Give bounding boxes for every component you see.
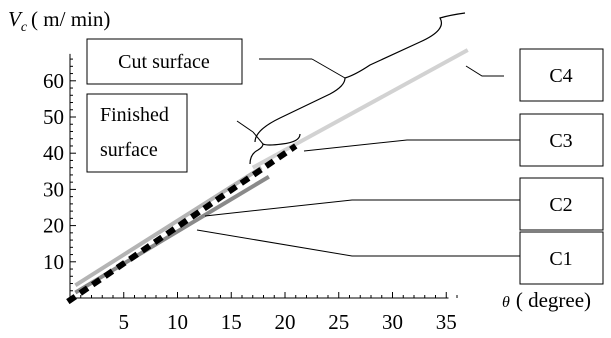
series-line-c3 bbox=[66, 143, 298, 305]
legend-box-label: C2 bbox=[549, 194, 572, 216]
legend-box-label: C3 bbox=[549, 130, 572, 152]
x-tick-label: 35 bbox=[436, 310, 457, 334]
finished-surface-leader bbox=[236, 120, 254, 133]
y-axis-symbol: V bbox=[8, 7, 23, 31]
legend-box-c2 bbox=[519, 177, 604, 231]
cut-surface-box bbox=[86, 38, 243, 85]
x-axis-unit: ( degree) bbox=[516, 288, 591, 312]
y-tick-label: 30 bbox=[43, 177, 64, 201]
x-tick-label: 5 bbox=[119, 310, 130, 334]
legend-boxes: C4 C3 C2 C1 bbox=[196, 48, 604, 285]
legend-box-c3 bbox=[519, 113, 604, 167]
cut-surface-brace bbox=[254, 12, 466, 143]
cut-surface-label: Cut surface bbox=[118, 51, 210, 73]
x-tick-label: 30 bbox=[382, 310, 403, 334]
y-axis-unit: ( m/ min) bbox=[31, 7, 110, 31]
annotations-group: Cut surface Finished surface bbox=[86, 12, 466, 173]
legend-leader-c3 bbox=[303, 139, 520, 152]
legend-leader-c4 bbox=[465, 65, 504, 77]
legend-box-label: C1 bbox=[549, 248, 572, 270]
x-axis-title: θ ( degree) bbox=[502, 288, 591, 312]
finished-surface-leader bbox=[252, 131, 264, 145]
y-tick-label: 40 bbox=[43, 141, 64, 165]
cut-surface-leader bbox=[311, 58, 346, 79]
x-tick-label: 10 bbox=[167, 310, 188, 334]
legend-leader-c1 bbox=[196, 229, 520, 257]
finished-surface-label-line1: Finished bbox=[100, 104, 169, 126]
x-tick-label: 20 bbox=[275, 310, 296, 334]
y-tick-label: 50 bbox=[43, 105, 64, 129]
finished-surface-brace bbox=[249, 133, 301, 165]
y-axis-subscript: c bbox=[21, 20, 28, 35]
y-tick-label: 10 bbox=[43, 250, 64, 274]
legend-box-c4 bbox=[519, 48, 604, 102]
series-group bbox=[66, 48, 469, 305]
y-tick-label: 60 bbox=[43, 69, 64, 93]
legend-leader-c2 bbox=[204, 199, 520, 217]
legend-box-c1 bbox=[519, 231, 604, 285]
x-tick-label: 25 bbox=[328, 310, 349, 334]
axes: 5 10 15 20 25 30 35 10 20 30 40 50 60 Vc( m/ min) θ ( d… bbox=[8, 7, 591, 334]
finished-surface-label-line2: surface bbox=[100, 139, 158, 161]
legend-box-label: C4 bbox=[549, 65, 572, 87]
x-axis-symbol: θ bbox=[502, 294, 510, 311]
x-tick-label: 15 bbox=[221, 310, 242, 334]
y-axis-title: Vc( m/ min) bbox=[8, 7, 110, 35]
series-line-c4 bbox=[251, 48, 469, 170]
finished-surface-box bbox=[86, 93, 188, 173]
y-tick-label: 20 bbox=[43, 214, 64, 238]
